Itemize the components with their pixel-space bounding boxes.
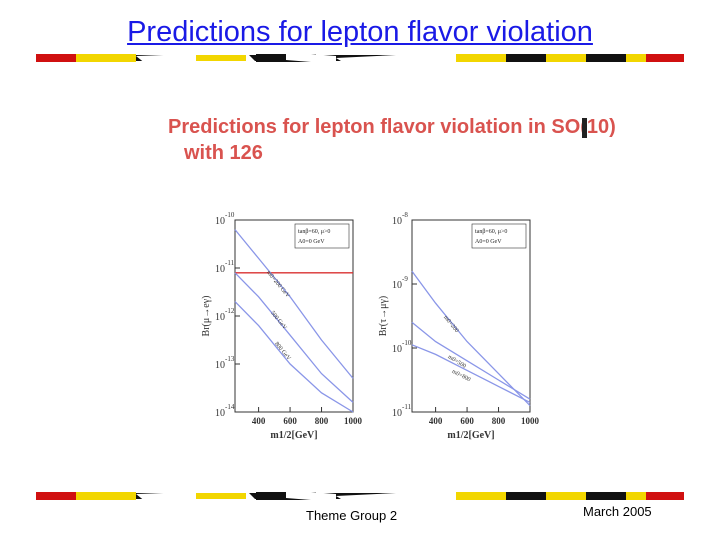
y-tick-base: 10 xyxy=(215,216,225,227)
series-label: 500 GeV xyxy=(269,310,288,331)
y-tick-exp: -11 xyxy=(402,403,412,411)
legend-box xyxy=(471,223,527,249)
y-tick-exp: -14 xyxy=(225,403,235,411)
x-tick-label: 1000 xyxy=(344,416,363,426)
y-tick-base: 10 xyxy=(392,408,402,419)
x-tick-label: 600 xyxy=(460,416,474,426)
plot-frame xyxy=(234,219,354,413)
x-tick-label: 400 xyxy=(252,416,266,426)
figure-title-cursor xyxy=(582,118,587,138)
y-tick-base: 10 xyxy=(215,360,225,371)
slide-title: Predictions for lepton flavor violation xyxy=(127,16,593,48)
plot-frame xyxy=(411,219,531,413)
y-axis-label: Br(μ→eγ) xyxy=(201,296,212,337)
y-tick-base: 10 xyxy=(392,216,402,227)
series-label: m0=200 xyxy=(442,315,459,334)
series-label: 800 GeV xyxy=(273,341,292,362)
series-line xyxy=(411,321,531,400)
legend-line1: tanβ=60, μ>0 xyxy=(298,229,330,235)
legend-line1: tanβ=60, μ>0 xyxy=(475,229,507,235)
footer-date: March 2005 xyxy=(583,504,652,519)
series-line xyxy=(411,344,531,403)
y-tick-exp: -10 xyxy=(225,211,235,219)
series-line xyxy=(234,272,354,403)
x-axis-label: m1/2[GeV] xyxy=(447,430,494,441)
x-axis-label: m1/2[GeV] xyxy=(270,430,317,441)
y-tick-base: 10 xyxy=(215,312,225,323)
series-line xyxy=(234,229,354,379)
figure-title-line2: with 126 xyxy=(184,142,263,164)
decorative-stripe-bottom xyxy=(36,490,684,502)
legend-line2: A0=0 GeV xyxy=(475,239,502,245)
y-axis-label: Br(τ→μγ) xyxy=(378,296,389,336)
y-tick-exp: -9 xyxy=(402,275,408,283)
x-tick-label: 800 xyxy=(492,416,506,426)
y-tick-exp: -8 xyxy=(402,211,408,219)
y-tick-exp: -10 xyxy=(402,339,412,347)
legend-box xyxy=(294,223,350,249)
x-tick-label: 400 xyxy=(429,416,443,426)
y-tick-exp: -12 xyxy=(225,307,235,315)
y-tick-base: 10 xyxy=(392,344,402,355)
decorative-stripe-top xyxy=(36,52,684,64)
x-tick-label: 600 xyxy=(283,416,297,426)
x-tick-label: 1000 xyxy=(521,416,540,426)
series-line xyxy=(411,270,531,407)
series-label: m0=200 GeV xyxy=(265,270,291,300)
legend-line2: A0=0 GeV xyxy=(298,239,325,245)
x-tick-label: 800 xyxy=(315,416,329,426)
y-tick-exp: -11 xyxy=(225,259,235,267)
figure-title-line1: Predictions for lepton flavor violation … xyxy=(168,116,616,138)
y-tick-base: 10 xyxy=(215,408,225,419)
y-tick-base: 10 xyxy=(392,280,402,291)
series-line xyxy=(234,301,354,413)
y-tick-base: 10 xyxy=(215,264,225,275)
figure-title: Predictions for lepton flavor violation … xyxy=(168,114,616,166)
footer-theme: Theme Group 2 xyxy=(306,508,398,523)
y-tick-exp: -13 xyxy=(225,355,235,363)
